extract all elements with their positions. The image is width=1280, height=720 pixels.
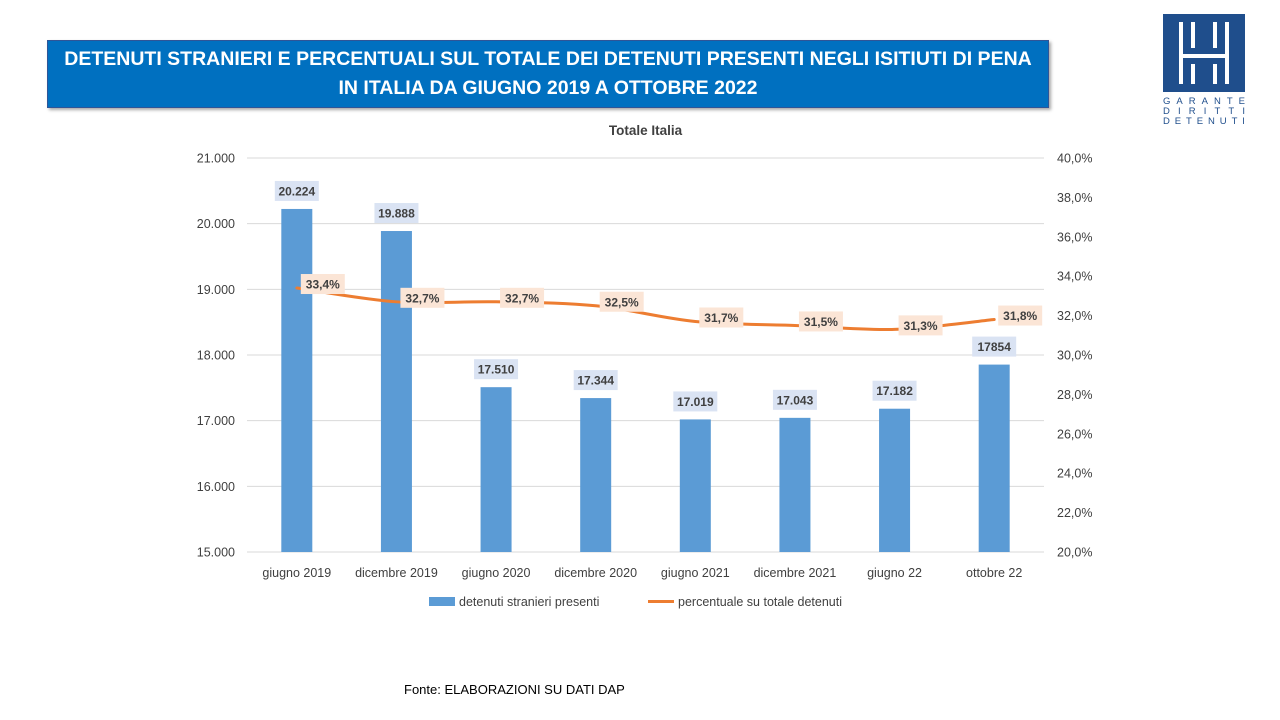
y-left-tick-label: 19.000 [197, 283, 235, 297]
bar-data-label: 17.182 [876, 384, 913, 398]
bar-label-box [274, 180, 319, 201]
line-data-label: 31,5% [804, 315, 838, 329]
bar [779, 417, 811, 552]
y-right-tick-label: 26,0% [1057, 427, 1092, 441]
line-data-label: 32,7% [505, 291, 539, 305]
line-data-label: 31,7% [704, 311, 738, 325]
y-right-tick-label: 30,0% [1057, 349, 1092, 363]
bar-label-box [772, 389, 817, 410]
bar [679, 419, 711, 552]
y-right-tick-label: 32,0% [1057, 309, 1092, 323]
bar [281, 208, 313, 552]
line-data-label: 32,7% [405, 291, 439, 305]
bar-data-label: 17.510 [478, 363, 515, 377]
bar-data-label: 17.344 [577, 374, 614, 388]
legend-swatch-bars [429, 597, 455, 606]
y-left-tick-label: 17.000 [197, 414, 235, 428]
source-note: Fonte: ELABORAZIONI SU DATI DAP [404, 682, 625, 697]
line-label-box [300, 274, 345, 295]
legend-label-line: percentuale su totale detenuti [678, 595, 842, 609]
bar-data-label: 17854 [978, 340, 1012, 354]
logo-mark-icon [1163, 14, 1245, 92]
bar-data-label: 17.019 [677, 395, 714, 409]
source-text: ELABORAZIONI SU DATI DAP [444, 682, 625, 697]
y-right-tick-label: 40,0% [1057, 152, 1092, 166]
line-data-label: 33,4% [306, 278, 340, 292]
line-label-box [798, 311, 843, 332]
bar-label-box [972, 336, 1017, 357]
y-right-tick-label: 38,0% [1057, 191, 1092, 205]
bar [580, 398, 612, 552]
y-right-tick-label: 36,0% [1057, 230, 1092, 244]
title-line-1: DETENUTI STRANIERI E PERCENTUALI SUL TOT… [64, 48, 1032, 70]
bar-label-box [474, 359, 519, 380]
bar-data-label: 17.043 [777, 393, 814, 407]
line-label-box [400, 287, 445, 308]
y-right-tick-label: 22,0% [1057, 506, 1092, 520]
y-left-tick-label: 15.000 [197, 546, 235, 560]
bar [879, 408, 911, 552]
x-tick-label: giugno 2021 [661, 566, 730, 580]
y-left-tick-label: 21.000 [197, 152, 235, 166]
y-left-tick-label: 16.000 [197, 480, 235, 494]
chart-title: Totale Italia [609, 123, 683, 138]
bar-label-box [673, 391, 718, 412]
title-banner: DETENUTI STRANIERI E PERCENTUALI SUL TOT… [47, 40, 1049, 108]
line-label-box [898, 315, 943, 336]
y-right-tick-label: 28,0% [1057, 388, 1092, 402]
line-label-box [998, 305, 1043, 326]
x-tick-label: giugno 2020 [462, 566, 531, 580]
bar-label-box [374, 203, 419, 224]
line-data-label: 31,3% [904, 319, 938, 333]
legend-label-bars: detenuti stranieri presenti [459, 595, 599, 609]
bar-data-label: 19.888 [378, 207, 415, 221]
line-data-label: 32,5% [605, 295, 639, 309]
y-right-tick-label: 20,0% [1057, 546, 1092, 560]
title-line-2: IN ITALIA DA GIUGNO 2019 A OTTOBRE 2022 [338, 77, 758, 99]
bar-label-box [872, 380, 917, 401]
x-tick-label: dicembre 2020 [554, 566, 637, 580]
x-tick-label: giugno 22 [867, 566, 922, 580]
y-left-tick-label: 20.000 [197, 217, 235, 231]
y-right-tick-label: 24,0% [1057, 467, 1092, 481]
y-left-tick-label: 18.000 [197, 349, 235, 363]
bar [380, 231, 412, 552]
x-tick-label: ottobre 22 [966, 566, 1022, 580]
bar-label-box [573, 370, 618, 391]
line-data-label: 31,8% [1003, 309, 1037, 323]
line-label-box [599, 291, 644, 312]
source-label: Fonte: [404, 682, 441, 697]
line-label-box [500, 287, 545, 308]
x-tick-label: dicembre 2021 [754, 566, 837, 580]
y-right-tick-label: 34,0% [1057, 270, 1092, 284]
x-tick-label: dicembre 2019 [355, 566, 438, 580]
bar [480, 387, 512, 552]
bar-data-label: 20.224 [278, 184, 315, 198]
x-tick-label: giugno 2019 [262, 566, 331, 580]
line-label-box [699, 307, 744, 328]
bar [978, 364, 1010, 552]
